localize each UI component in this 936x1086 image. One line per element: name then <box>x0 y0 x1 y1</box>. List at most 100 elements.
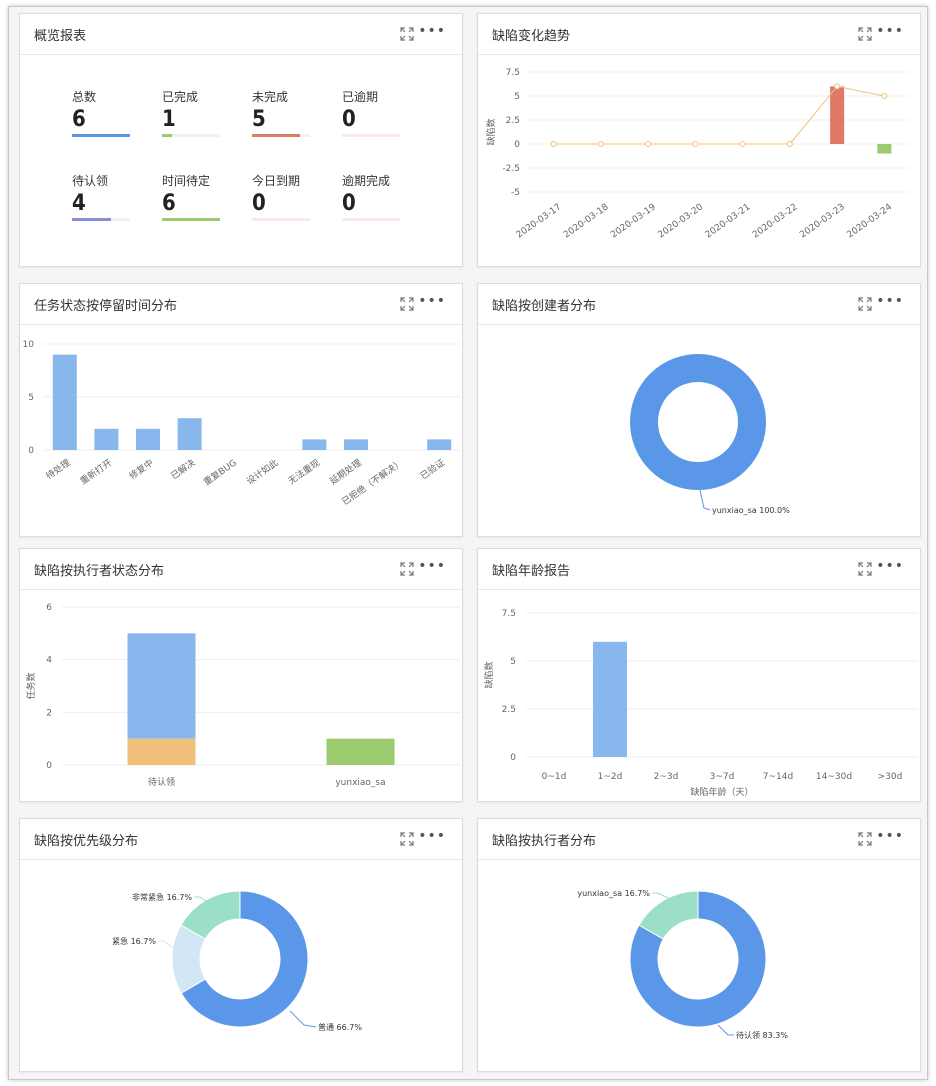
x-tick-label: 2020-03-18 <box>562 202 611 240</box>
y-tick-label: 7.5 <box>506 68 520 78</box>
overview-card: 概览报表 ••• 总数 6 已完成 1 未完成 5 已逾期 0 待认领 4 时间待定 6 今日到期 0 逾期… <box>19 13 463 267</box>
x-tick-label: yunxiao_sa <box>335 778 385 788</box>
x-tick-label: 1~2d <box>598 772 623 782</box>
expand-icon[interactable] <box>858 297 872 311</box>
stay-card: 任务状态按停留时间分布 ••• 10 5 0 待处理 重新打开 修复中 已解决 重复BUG 设计… <box>19 283 463 537</box>
pie-label-line <box>699 489 711 511</box>
stat-value: 0 <box>342 107 356 132</box>
stat-item: 已完成 1 <box>162 88 232 137</box>
expand-icon[interactable] <box>400 27 414 41</box>
y-tick-label: 2.5 <box>506 116 520 126</box>
more-icon[interactable]: ••• <box>418 558 446 574</box>
card-title: 缺陷按优先级分布 <box>34 834 139 849</box>
bar <box>877 144 892 154</box>
pie-slice <box>180 890 241 940</box>
y-tick-label: 10 <box>23 340 35 350</box>
x-tick-label: 待处理 <box>44 457 73 482</box>
series-line <box>553 85 885 145</box>
stat-value: 4 <box>72 191 86 216</box>
card-header: 缺陷按执行者分布 ••• <box>478 819 920 860</box>
stat-progress-bar <box>72 134 130 137</box>
stat-label: 今日到期 <box>252 174 301 188</box>
stat-label: 逾期完成 <box>342 174 391 188</box>
stat-item: 今日到期 0 <box>252 172 322 221</box>
x-tick-label: 7~14d <box>763 772 793 782</box>
stat-value: 0 <box>342 191 356 216</box>
stat-item: 逾期完成 0 <box>342 172 412 221</box>
x-tick-label: 3~7d <box>710 772 735 782</box>
bar <box>52 354 77 450</box>
bar <box>136 428 160 450</box>
y-axis-label: 缺陷数 <box>483 661 495 688</box>
assignee-status-card: 缺陷按执行者状态分布 ••• 6 4 2 0 任务数 待认领 yunxiao_sa <box>19 548 463 802</box>
card-title: 缺陷按创建者分布 <box>492 299 597 314</box>
y-tick-label: 6 <box>46 603 52 613</box>
assignee-card: 缺陷按执行者分布 ••• 待认领 83.3% yunxiao_sa 16.7% <box>477 818 921 1072</box>
x-tick-label: 2020-03-19 <box>609 202 658 240</box>
expand-icon[interactable] <box>858 27 872 41</box>
pie-label-line <box>717 1024 734 1036</box>
x-tick-label: 2020-03-21 <box>704 202 753 240</box>
stat-progress-bar <box>252 218 310 221</box>
y-tick-label: 0 <box>46 761 52 771</box>
more-icon[interactable]: ••• <box>876 828 904 844</box>
age-card: 缺陷年龄报告 ••• 7.5 5 2.5 0 缺陷数 0~1d 1~2d 2~3d 3~7d 7~… <box>477 548 921 802</box>
y-tick-label: 2.5 <box>502 705 516 715</box>
stat-label: 未完成 <box>252 90 289 104</box>
y-tick-label: 5 <box>28 393 34 403</box>
more-icon[interactable]: ••• <box>876 23 904 39</box>
expand-icon[interactable] <box>400 832 414 846</box>
y-tick-label: 0 <box>28 446 34 456</box>
card-title: 任务状态按停留时间分布 <box>34 299 178 314</box>
priority-card: 缺陷按优先级分布 ••• 普通 66.7% 紧急 16.7% 非常紧急 16.7% <box>19 818 463 1072</box>
y-axis-label: 缺陷数 <box>485 118 497 145</box>
priority-chart: 普通 66.7% 紧急 16.7% 非常紧急 16.7% <box>112 890 362 1032</box>
creator-chart: yunxiao_sa 100.0% <box>630 354 790 515</box>
stat-progress-bar <box>162 134 220 137</box>
x-tick-label: 14~30d <box>816 772 852 782</box>
stat-progress-fill <box>72 218 111 221</box>
stat-progress-fill <box>162 218 220 221</box>
x-tick-label: >30d <box>878 772 903 782</box>
bar <box>830 86 845 144</box>
stat-item: 未完成 5 <box>252 88 322 137</box>
more-icon[interactable]: ••• <box>876 293 904 309</box>
card-header: 缺陷年龄报告 ••• <box>478 549 920 590</box>
pie-label: 非常紧急 16.7% <box>132 892 192 902</box>
more-icon[interactable]: ••• <box>418 828 446 844</box>
x-tick-label: 2020-03-23 <box>798 202 847 240</box>
line-point <box>739 141 746 147</box>
stat-value: 5 <box>252 107 266 132</box>
card-header: 概览报表 ••• <box>20 14 462 55</box>
expand-icon[interactable] <box>400 297 414 311</box>
stat-value: 6 <box>162 191 176 216</box>
more-icon[interactable]: ••• <box>418 293 446 309</box>
y-tick-label: 0 <box>514 140 520 150</box>
expand-icon[interactable] <box>858 562 872 576</box>
bar-segment <box>127 633 196 739</box>
stat-progress-bar <box>72 218 130 221</box>
expand-icon[interactable] <box>400 562 414 576</box>
y-axis-label: 任务数 <box>25 672 37 699</box>
bar <box>94 428 119 450</box>
expand-icon[interactable] <box>858 832 872 846</box>
stat-value: 0 <box>252 191 266 216</box>
more-icon[interactable]: ••• <box>876 558 904 574</box>
bar <box>344 439 368 450</box>
dashboard: 概览报表 ••• 总数 6 已完成 1 未完成 5 已逾期 0 待认领 4 时间待定 6 今日到期 0 逾期… <box>8 6 928 1080</box>
age-chart: 7.5 5 2.5 0 缺陷数 0~1d 1~2d 2~3d 3~7d 7~14d 14~30d >3… <box>483 609 918 798</box>
line-point <box>550 141 557 147</box>
card-title: 缺陷按执行者分布 <box>492 834 597 849</box>
x-tick-label: 已解决 <box>168 457 197 482</box>
x-tick-label: 重复BUG <box>201 457 239 488</box>
trend-chart: 7.552.50-2.5-5缺陷数2020-03-172020-03-18202… <box>485 68 908 240</box>
stat-label: 总数 <box>72 90 97 104</box>
assignee-chart: 待认领 83.3% yunxiao_sa 16.7% <box>577 889 788 1040</box>
x-tick-label: 2~3d <box>654 772 679 782</box>
stat-progress-bar <box>162 218 220 221</box>
pie-label-line <box>158 940 175 950</box>
y-tick-label: 5 <box>514 92 520 102</box>
more-icon[interactable]: ••• <box>418 23 446 39</box>
card-header: 缺陷变化趋势 ••• <box>478 14 920 55</box>
card-header: 缺陷按执行者状态分布 ••• <box>20 549 462 590</box>
